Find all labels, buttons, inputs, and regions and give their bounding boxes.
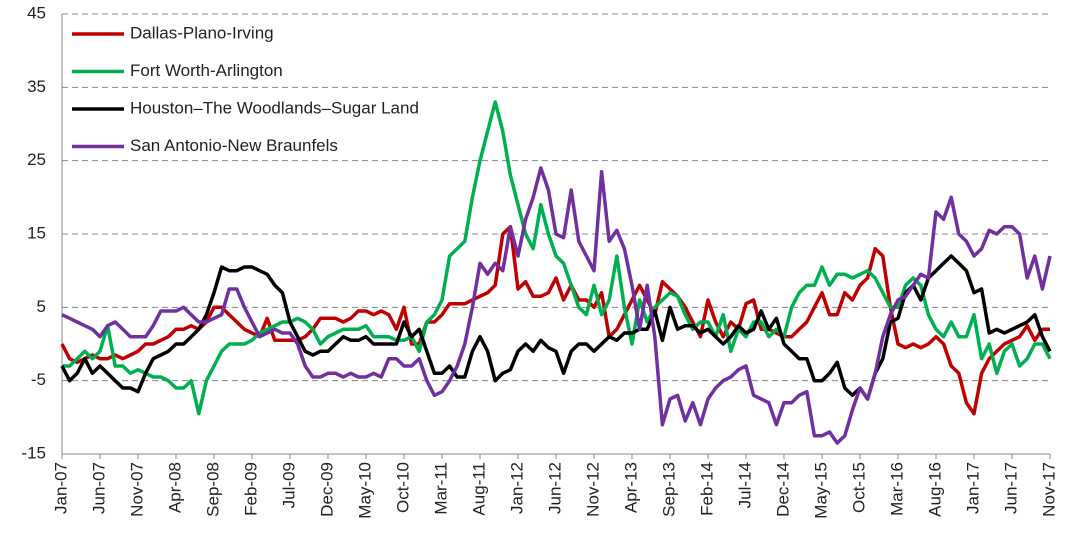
x-tick-label: Dec-14 <box>773 462 792 517</box>
legend-label: Dallas-Plano-Irving <box>130 23 274 42</box>
x-tick-label: Mar-16 <box>887 462 906 516</box>
x-tick-label: Jan-12 <box>507 462 526 514</box>
legend-bg <box>128 60 324 83</box>
x-tick-label: Feb-14 <box>697 462 716 516</box>
series-line <box>62 100 1052 416</box>
legend-label: Houston–The Woodlands–Sugar Land <box>130 98 419 117</box>
x-tick-label: Apr-08 <box>165 462 184 513</box>
x-tick-label: Nov-07 <box>127 462 146 517</box>
x-tick-label: Jun-12 <box>545 462 564 514</box>
x-tick-label: Feb-09 <box>241 462 260 516</box>
series-line <box>60 254 1052 401</box>
y-tick-label: 5 <box>37 297 46 316</box>
x-tick-label: Dec-09 <box>317 462 336 517</box>
x-tick-label: Jun-07 <box>89 462 108 514</box>
legend-bg <box>128 135 371 158</box>
x-tick-label: Jan-17 <box>963 462 982 514</box>
y-tick-label: -5 <box>31 370 46 389</box>
legend-bg <box>128 98 437 120</box>
x-tick-label: Aug-16 <box>925 462 944 517</box>
x-tick-label: Jul-14 <box>735 462 754 508</box>
legend-bg <box>128 23 315 45</box>
x-tick-label: Nov-12 <box>583 462 602 517</box>
x-tick-label: Sep-08 <box>203 462 222 517</box>
x-tick-label: Apr-13 <box>621 462 640 513</box>
x-tick-label: May-15 <box>811 462 830 519</box>
y-tick-label: 25 <box>27 150 46 169</box>
x-tick-label: Jan-07 <box>51 462 70 514</box>
series-line <box>60 224 1050 416</box>
y-tick-label: 15 <box>27 223 46 242</box>
y-tick-label: -15 <box>21 443 46 462</box>
x-tick-label: May-10 <box>355 462 374 519</box>
y-tick-label: 45 <box>27 3 46 22</box>
y-tick-label: 35 <box>27 77 46 96</box>
x-tick-label: Aug-11 <box>469 462 488 516</box>
legend-label: Fort Worth-Arlington <box>130 61 283 80</box>
series-line <box>61 166 1052 445</box>
x-tick-label: Nov-17 <box>1039 462 1058 517</box>
x-tick-label: Oct-15 <box>849 462 868 513</box>
legend-label: San Antonio-New Braunfels <box>130 136 338 155</box>
x-tick-label: Jun-17 <box>1001 462 1020 514</box>
x-tick-label: Mar-11 <box>431 462 450 515</box>
x-tick-label: Jul-09 <box>279 462 298 508</box>
x-tick-label: Oct-10 <box>393 462 412 513</box>
x-tick-label: Sep-13 <box>659 462 678 517</box>
